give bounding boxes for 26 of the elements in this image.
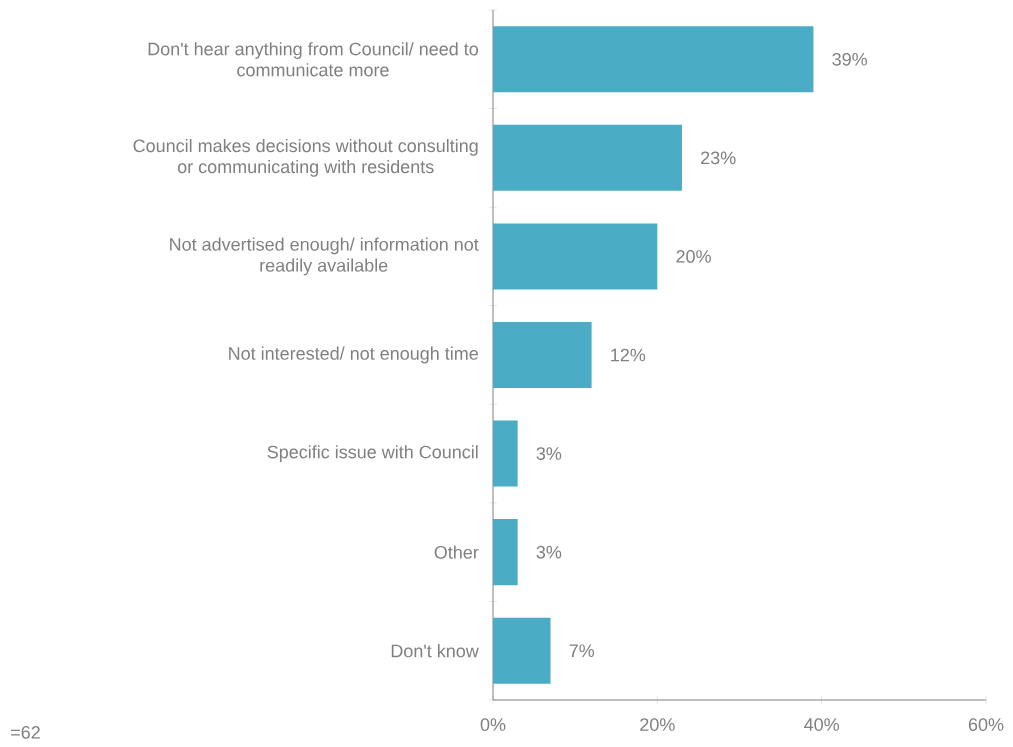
data-label: 3%	[536, 545, 562, 559]
data-label: 39%	[832, 52, 868, 66]
bar	[493, 223, 658, 290]
x-tick-label: 60%	[968, 718, 1004, 731]
bar	[493, 124, 682, 191]
data-label: 20%	[676, 250, 711, 263]
text: =62	[11, 726, 40, 739]
x-tick-label: 40%	[804, 718, 840, 731]
y-tick-label: Other	[434, 545, 479, 559]
x-tick-label: 0%	[480, 718, 506, 731]
data-label: 3%	[536, 447, 562, 460]
bar	[493, 26, 814, 93]
y-tick-label: Don't hear anything from Council/ need to communicate more	[148, 42, 478, 77]
bar	[493, 321, 592, 389]
bar	[493, 420, 518, 487]
y-tick-label: Not interested/ not enough time	[229, 346, 478, 364]
bar	[493, 519, 518, 586]
y-tick-label: Council makes decisions without consulting or communicating with residents	[133, 138, 478, 177]
y-tick-label: Not advertised enough/ information not readily available	[170, 237, 479, 276]
y-tick-label: Specific issue with Council	[267, 445, 478, 462]
x-tick-label: 20%	[640, 718, 675, 731]
data-label: 7%	[569, 644, 595, 658]
data-label: 23%	[701, 151, 736, 165]
y-tick-label: Don't know	[391, 644, 479, 658]
bar	[493, 617, 551, 684]
data-label: 12%	[611, 348, 646, 362]
